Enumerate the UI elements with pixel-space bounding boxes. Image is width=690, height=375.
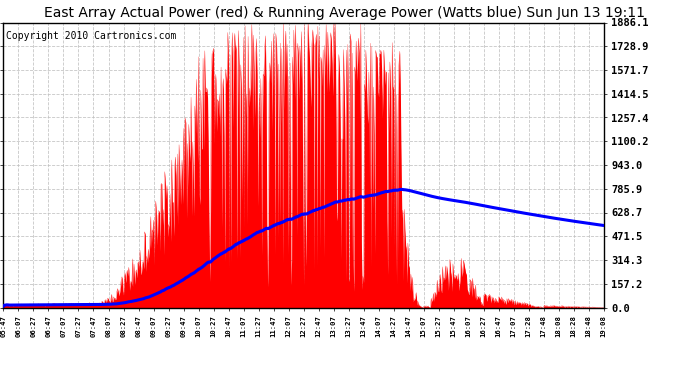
Text: Copyright 2010 Cartronics.com: Copyright 2010 Cartronics.com [6, 31, 177, 41]
Text: East Array Actual Power (red) & Running Average Power (Watts blue) Sun Jun 13 19: East Array Actual Power (red) & Running … [44, 6, 646, 20]
